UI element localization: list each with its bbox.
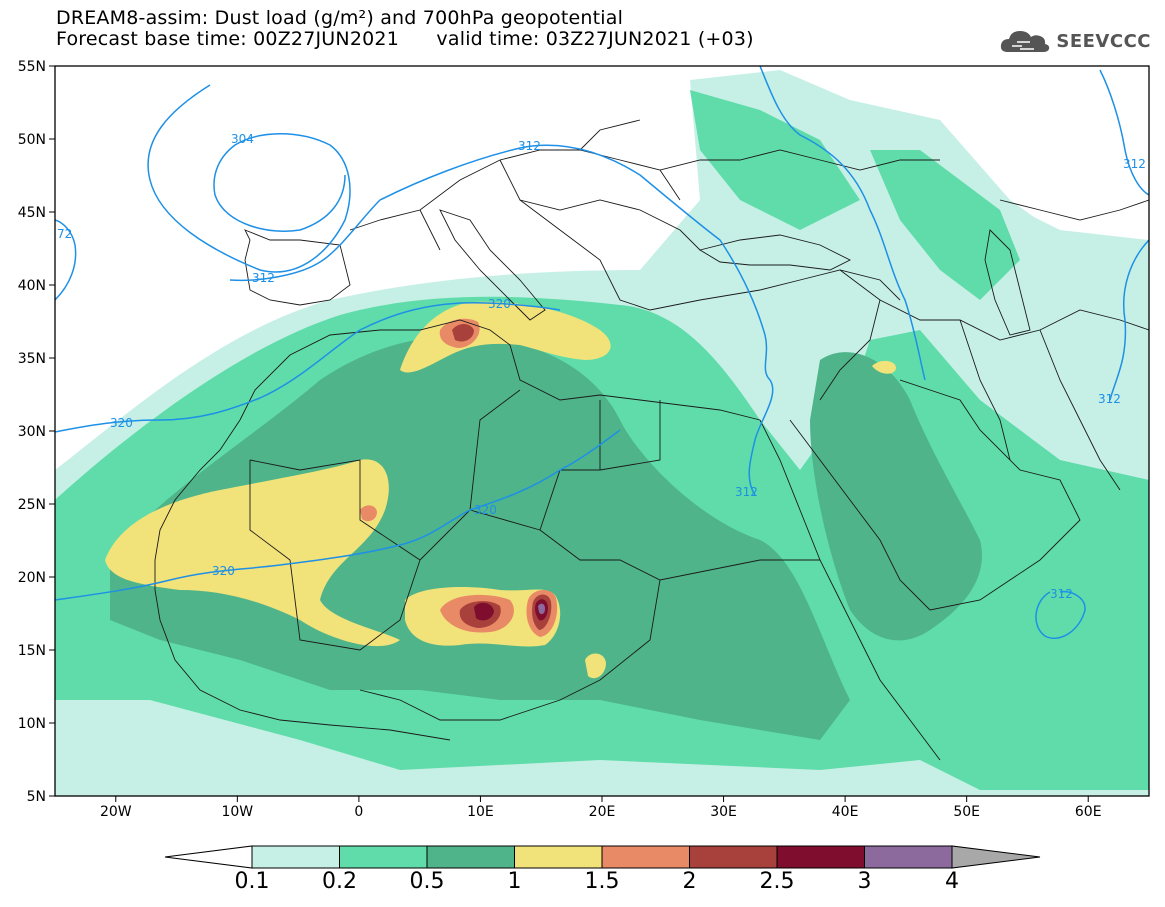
colorbar-swatch [251, 845, 340, 869]
border-lines-asia [819, 199, 1149, 491]
contour-72-west [55, 219, 77, 301]
coastline-iberia-europe [244, 229, 351, 306]
lat-tick-label: 40N [18, 278, 46, 294]
colorbar-arrow-right [951, 845, 1041, 869]
contour-label: 312 [735, 485, 758, 499]
cloud-icon [1001, 31, 1050, 52]
colorbar-level-label: 0.5 [410, 869, 445, 894]
colorbar-swatch [601, 845, 690, 869]
contour-label: 72 [57, 227, 72, 241]
lon-tick-label: 20E [589, 804, 616, 820]
lat-tick-label: 10N [18, 716, 46, 732]
dust-field-lowmid-balkan [690, 90, 860, 230]
dust-fields [55, 70, 1149, 796]
seevccc-logo: SEEVCCC [998, 26, 1151, 56]
geopotential-contours [55, 66, 1149, 639]
coastline-arabia-gulf [789, 379, 1081, 611]
dust-field-maroon-1 [474, 602, 494, 621]
contour-label: 312 [1050, 587, 1073, 601]
lat-tick-label: 25N [18, 497, 46, 513]
coastline-balkans-turkey [519, 199, 901, 311]
border-lines-europe [349, 119, 940, 251]
dust-field-purple [538, 603, 545, 615]
contour-312-east [759, 66, 926, 381]
header-title: DREAM8-assim: Dust load (g/m²) and 700hP… [56, 7, 624, 29]
contour-label: 320 [488, 297, 511, 311]
colorbar-level-label: 3 [858, 869, 872, 894]
latitude-axis: 55N 50N 45N 40N 35N 30N 25N 20N 15N 10N 5N [18, 59, 55, 805]
dust-field-darkred-3 [452, 324, 474, 342]
lon-tick-label: 10W [221, 804, 253, 820]
lat-tick-label: 50N [18, 132, 46, 148]
coastline-red-sea [759, 419, 941, 761]
lat-tick-label: 55N [18, 59, 46, 75]
colorbar-level-label: 4 [945, 869, 959, 894]
valid-time-label: valid time: 03Z27JUN2021 (+03) [436, 28, 754, 50]
colorbar-swatch [426, 845, 515, 869]
lon-tick-label: 10E [467, 804, 494, 820]
lat-tick-label: 20N [18, 570, 46, 586]
lat-tick-label: 5N [27, 789, 46, 805]
coastline-west-africa [154, 419, 451, 741]
contour-label: 312 [1098, 392, 1121, 406]
lat-tick-label: 15N [18, 643, 46, 659]
dust-field-mid [110, 336, 850, 740]
lat-tick-label: 35N [18, 351, 46, 367]
colorbar-swatch [776, 845, 865, 869]
contour-label: 320 [474, 503, 497, 517]
contour-312-far-east [1099, 69, 1149, 401]
contour-312-arabian-sea [1035, 590, 1086, 639]
colorbar: 0.1 0.2 0.5 1 1.5 2 2.5 3 4 [164, 845, 1041, 894]
logo-text: SEEVCCC [1056, 30, 1151, 52]
colorbar-swatch [689, 845, 778, 869]
header-times: Forecast base time: 00Z27JUN2021 valid t… [56, 29, 754, 50]
dust-field-yellow-spot [585, 653, 606, 679]
colorbar-level-label: 2 [683, 869, 697, 894]
colorbar-level-label: 0.1 [235, 869, 270, 894]
colorbar-swatch [864, 845, 953, 869]
map-header: DREAM8-assim: Dust load (g/m²) and 700hP… [56, 8, 754, 50]
dust-field-yellow-north [400, 301, 611, 373]
contour-label: 304 [231, 132, 254, 146]
contour-label: 320 [110, 416, 133, 430]
contour-320-south [55, 429, 621, 601]
colorbar-arrow-left [164, 845, 253, 869]
base-time-label: Forecast base time: 00Z27JUN2021 [56, 28, 399, 50]
lon-tick-label: 50E [953, 804, 980, 820]
dust-field-yellow-arabia [872, 360, 896, 374]
longitude-axis: 20W 10W 0 10E 20E 30E 40E 50E 60E [100, 796, 1102, 820]
lon-tick-label: 0 [354, 804, 363, 820]
coastline-caspian [984, 229, 1031, 336]
contour-312-main [229, 144, 774, 496]
lon-tick-label: 60E [1075, 804, 1102, 820]
colorbar-level-label: 0.2 [322, 869, 357, 894]
contour-label: 312 [252, 271, 275, 285]
lon-tick-label: 30E [710, 804, 737, 820]
lon-tick-label: 40E [832, 804, 859, 820]
dust-field-lowmid-north [870, 150, 1020, 300]
lon-tick-label: 20W [100, 804, 132, 820]
dust-field-orange-4 [360, 505, 377, 522]
contour-label: 320 [212, 564, 235, 578]
colorbar-level-label: 1 [508, 869, 522, 894]
dust-field-yellow-west [105, 459, 400, 647]
colorbar-level-label: 2.5 [760, 869, 795, 894]
colorbar-swatch [339, 845, 428, 869]
contour-label-group: 304 312 312 312 312 312 320 320 320 320 … [57, 132, 1146, 601]
contour-304 [147, 84, 351, 273]
contour-320-north [55, 302, 561, 433]
coastline-italy [439, 209, 546, 321]
colorbar-level-label: 1.5 [585, 869, 620, 894]
contour-label: 312 [1123, 157, 1146, 171]
lat-tick-label: 30N [18, 424, 46, 440]
dust-field-mid-arabia [810, 352, 982, 641]
colorbar-swatch [514, 845, 603, 869]
country-borders [154, 119, 1149, 761]
lat-tick-label: 45N [18, 205, 46, 221]
contour-label: 312 [518, 139, 541, 153]
